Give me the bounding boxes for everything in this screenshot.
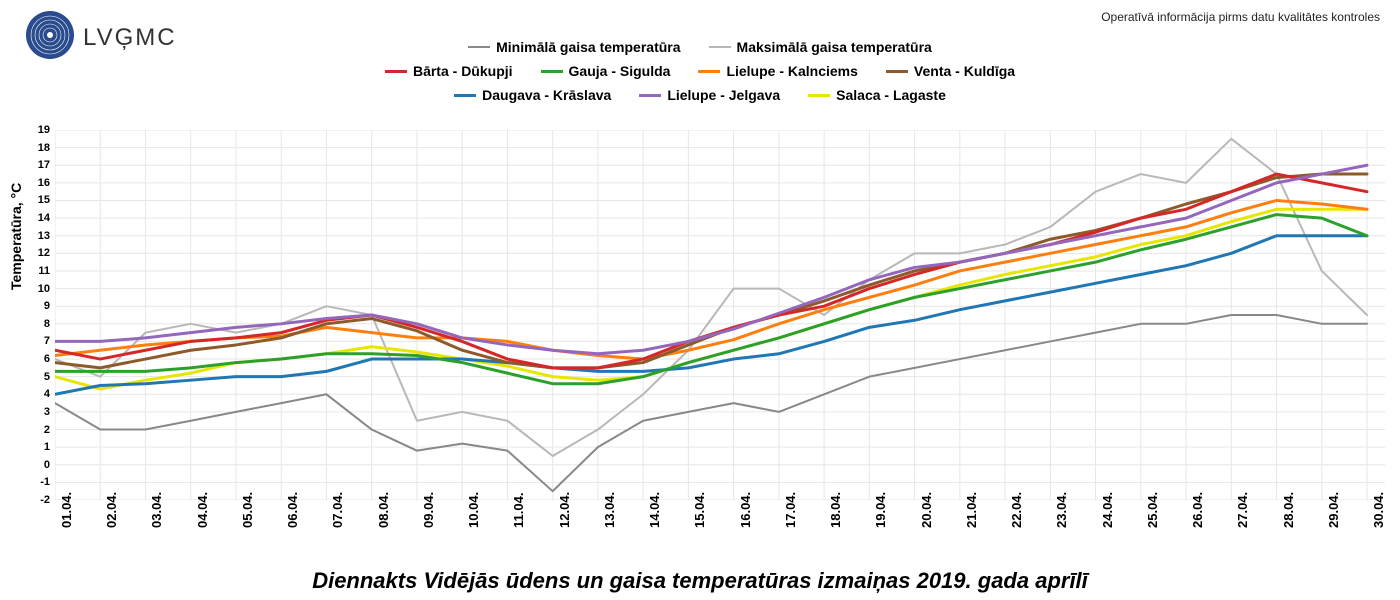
xaxis-tick-label: 04.04. — [195, 492, 210, 528]
legend-item: Lielupe - Kalnciems — [698, 63, 857, 79]
legend-label: Bārta - Dūkupji — [413, 63, 513, 79]
yaxis-tick-label: 1 — [20, 441, 50, 453]
xaxis-tick-label: 19.04. — [873, 492, 888, 528]
yaxis-tick-label: 17 — [20, 159, 50, 171]
xaxis-tick-label: 18.04. — [828, 492, 843, 528]
temperature-chart: -2-101234567891011121314151617181901.04.… — [55, 130, 1385, 500]
yaxis-tick-label: 5 — [20, 371, 50, 383]
legend-label: Salaca - Lagaste — [836, 87, 946, 103]
legend-label: Lielupe - Kalnciems — [726, 63, 857, 79]
xaxis-tick-label: 21.04. — [964, 492, 979, 528]
xaxis-tick-label: 28.04. — [1281, 492, 1296, 528]
yaxis-tick-label: 19 — [20, 124, 50, 136]
xaxis-tick-label: 03.04. — [149, 492, 164, 528]
xaxis-tick-label: 07.04. — [330, 492, 345, 528]
yaxis-tick-label: 8 — [20, 318, 50, 330]
xaxis-tick-label: 22.04. — [1009, 492, 1024, 528]
xaxis-tick-label: 14.04. — [647, 492, 662, 528]
yaxis-tick-label: 11 — [20, 265, 50, 277]
yaxis-tick-label: 7 — [20, 335, 50, 347]
yaxis-tick-label: 6 — [20, 353, 50, 365]
xaxis-tick-label: 06.04. — [285, 492, 300, 528]
legend-label: Gauja - Sigulda — [569, 63, 671, 79]
xaxis-tick-label: 29.04. — [1326, 492, 1341, 528]
yaxis-tick-label: -1 — [20, 476, 50, 488]
xaxis-tick-label: 15.04. — [692, 492, 707, 528]
xaxis-tick-label: 25.04. — [1145, 492, 1160, 528]
legend-label: Venta - Kuldīga — [914, 63, 1015, 79]
xaxis-tick-label: 02.04. — [104, 492, 119, 528]
xaxis-tick-label: 27.04. — [1235, 492, 1250, 528]
yaxis-tick-label: 18 — [20, 142, 50, 154]
legend-label: Lielupe - Jelgava — [667, 87, 780, 103]
xaxis-tick-label: 26.04. — [1190, 492, 1205, 528]
xaxis-tick-label: 11.04. — [511, 493, 526, 528]
chart-title: Diennakts Vidējās ūdens un gaisa tempera… — [0, 568, 1400, 594]
legend-item: Venta - Kuldīga — [886, 63, 1015, 79]
legend-label: Minimālā gaisa temperatūra — [496, 39, 680, 55]
legend-item: Salaca - Lagaste — [808, 87, 946, 103]
xaxis-tick-label: 13.04. — [602, 492, 617, 528]
legend-item: Gauja - Sigulda — [541, 63, 671, 79]
xaxis-tick-label: 16.04. — [738, 492, 753, 528]
legend-item: Maksimālā gaisa temperatūra — [709, 39, 932, 55]
xaxis-tick-label: 12.04. — [557, 492, 572, 528]
yaxis-tick-label: 9 — [20, 300, 50, 312]
xaxis-tick-label: 10.04. — [466, 492, 481, 528]
xaxis-tick-label: 01.04. — [59, 492, 74, 528]
legend-item: Bārta - Dūkupji — [385, 63, 513, 79]
legend-label: Maksimālā gaisa temperatūra — [737, 39, 932, 55]
yaxis-tick-label: 0 — [20, 459, 50, 471]
yaxis-tick-label: 4 — [20, 388, 50, 400]
legend-label: Daugava - Krāslava — [482, 87, 611, 103]
yaxis-tick-label: 12 — [20, 247, 50, 259]
yaxis-tick-label: -2 — [20, 494, 50, 506]
legend-item: Daugava - Krāslava — [454, 87, 611, 103]
yaxis-tick-label: 13 — [20, 230, 50, 242]
yaxis-tick-label: 10 — [20, 283, 50, 295]
chart-legend: Minimālā gaisa temperatūra Maksimālā gai… — [0, 35, 1400, 107]
xaxis-tick-label: 24.04. — [1100, 492, 1115, 528]
yaxis-tick-label: 16 — [20, 177, 50, 189]
yaxis-tick-label: 14 — [20, 212, 50, 224]
xaxis-tick-label: 08.04. — [376, 492, 391, 528]
xaxis-tick-label: 17.04. — [783, 492, 798, 528]
disclaimer-text: Operatīvā informācija pirms datu kvalitā… — [1101, 10, 1380, 24]
legend-item: Minimālā gaisa temperatūra — [468, 39, 680, 55]
xaxis-tick-label: 09.04. — [421, 492, 436, 528]
xaxis-tick-label: 30.04. — [1371, 492, 1386, 528]
legend-item: Lielupe - Jelgava — [639, 87, 780, 103]
yaxis-tick-label: 2 — [20, 424, 50, 436]
yaxis-tick-label: 15 — [20, 194, 50, 206]
yaxis-tick-label: 3 — [20, 406, 50, 418]
xaxis-tick-label: 05.04. — [240, 492, 255, 528]
xaxis-tick-label: 20.04. — [919, 492, 934, 528]
xaxis-tick-label: 23.04. — [1054, 492, 1069, 528]
